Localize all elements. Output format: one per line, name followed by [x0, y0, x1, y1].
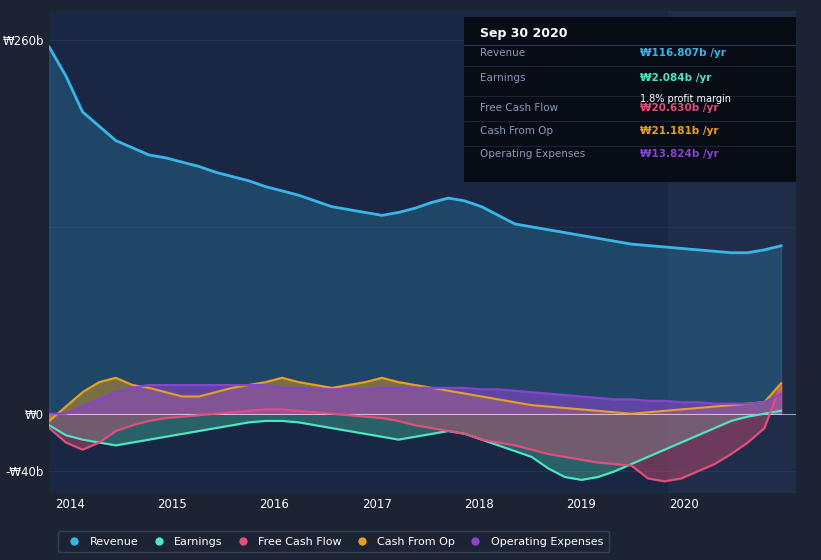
Text: ₩20.630b /yr: ₩20.630b /yr: [640, 102, 718, 113]
Text: ₩116.807b /yr: ₩116.807b /yr: [640, 48, 726, 58]
Text: Cash From Op: Cash From Op: [480, 126, 553, 136]
Text: 1.8% profit margin: 1.8% profit margin: [640, 94, 731, 104]
Bar: [668, 11, 796, 493]
Text: Earnings: Earnings: [480, 73, 526, 83]
Text: ₩13.824b /yr: ₩13.824b /yr: [640, 149, 718, 159]
Text: Sep 30 2020: Sep 30 2020: [480, 27, 568, 40]
Text: Operating Expenses: Operating Expenses: [480, 149, 585, 159]
Text: ₩21.181b /yr: ₩21.181b /yr: [640, 126, 718, 136]
Text: Revenue: Revenue: [480, 48, 525, 58]
Text: ₩2.084b /yr: ₩2.084b /yr: [640, 73, 712, 83]
Legend: Revenue, Earnings, Free Cash Flow, Cash From Op, Operating Expenses: Revenue, Earnings, Free Cash Flow, Cash …: [57, 531, 608, 552]
Text: Free Cash Flow: Free Cash Flow: [480, 102, 558, 113]
